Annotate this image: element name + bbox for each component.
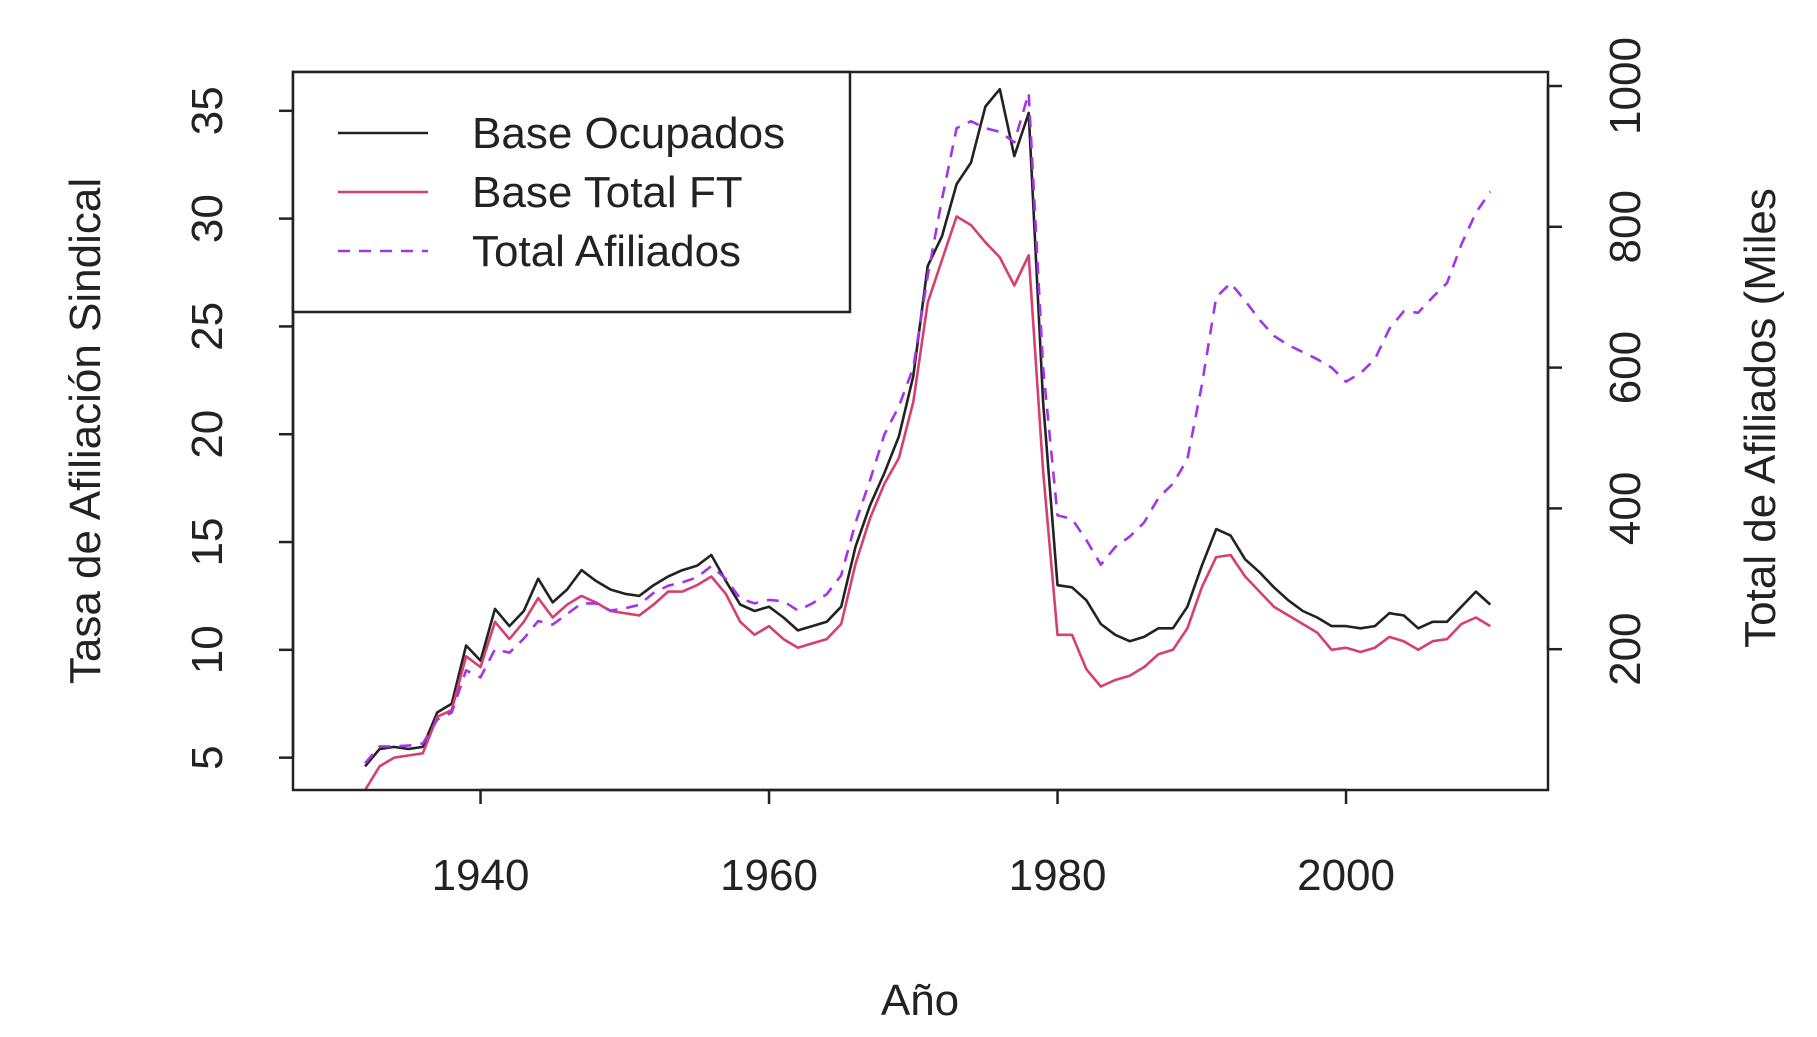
series-line-3 [364, 91, 1492, 765]
y-axis-title: Tasa de Afiliación Sindical [61, 178, 110, 684]
y-tick-label: 35 [183, 86, 232, 135]
y-tick-label: 20 [183, 410, 232, 459]
x-axis: 1940 1960 1980 2000 [432, 788, 1395, 900]
plot-lines [363, 87, 1492, 791]
y2-tick-label: 800 [1601, 190, 1650, 263]
y-tick-label: 15 [183, 518, 232, 567]
x-tick-label: 1960 [720, 851, 818, 900]
y-tick-label: 30 [183, 194, 232, 243]
legend-label-1: Base Ocupados [472, 109, 785, 158]
y-tick-label: 10 [183, 625, 232, 674]
series-line-2 [363, 215, 1491, 791]
y2-tick-label: 400 [1601, 472, 1650, 545]
x-axis-title: Año [881, 976, 959, 1025]
y2-tick-label: 200 [1601, 612, 1650, 685]
legend-label-3: Total Afiliados [472, 227, 741, 276]
legend-label-2: Base Total FT [472, 168, 743, 217]
y-axis-right: 200 400 600 800 1000 [1546, 37, 1650, 686]
x-tick-label: 1980 [1009, 851, 1107, 900]
x-tick-label: 2000 [1297, 851, 1395, 900]
x-tick-label: 1940 [432, 851, 530, 900]
legend: Base Ocupados Base Total FT Total Afiliado… [291, 70, 852, 314]
y2-axis-title: Total de Afiliados (Miles [1736, 188, 1785, 648]
series-line-1 [364, 87, 1492, 768]
y2-tick-label: 600 [1601, 331, 1650, 404]
y-tick-label: 25 [183, 302, 232, 351]
y-tick-label: 5 [183, 745, 232, 769]
y2-tick-label: 1000 [1601, 37, 1650, 135]
